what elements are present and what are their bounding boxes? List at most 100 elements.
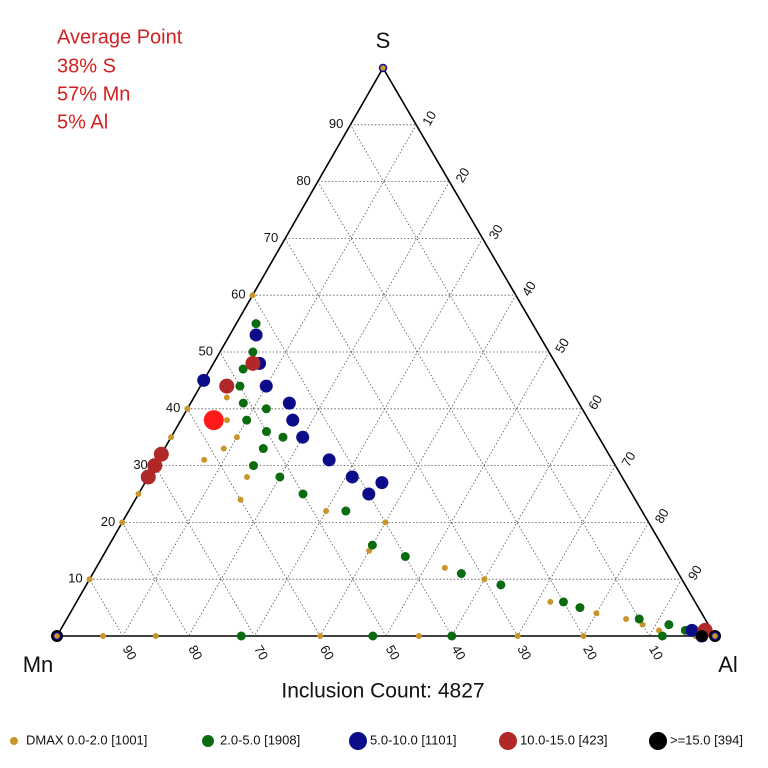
data-point (220, 445, 227, 452)
s-tick-label: 50 (199, 343, 213, 358)
data-point (223, 394, 230, 401)
data-point (593, 610, 600, 617)
legend-marker (649, 732, 667, 750)
legend-label: DMAX 0.0-2.0 [1001] (26, 732, 147, 747)
data-point (140, 469, 156, 485)
data-point (623, 615, 630, 622)
data-point (322, 453, 336, 467)
vertex-label: Al (718, 652, 738, 677)
data-point (201, 456, 208, 463)
s-tick-label: 90 (329, 116, 343, 131)
data-point (248, 347, 258, 357)
vertex-marker (378, 63, 388, 73)
data-point (368, 631, 378, 641)
al-tick-label: 40 (519, 279, 539, 299)
data-point (249, 292, 256, 299)
data-point (100, 633, 107, 639)
grid-line (583, 522, 649, 637)
al-tick-label: 50 (552, 335, 572, 355)
data-point (547, 598, 554, 605)
data-point (685, 623, 699, 637)
grid-line (89, 578, 124, 637)
mn-tick-label: 60 (317, 642, 337, 662)
grid-line (319, 295, 517, 637)
data-point (323, 508, 330, 515)
data-point (695, 630, 708, 642)
legend-label: 10.0-15.0 [423] (520, 732, 607, 747)
data-point (375, 476, 389, 490)
data-point (249, 328, 263, 342)
average-label: 5% Al (57, 111, 108, 133)
data-point (634, 614, 644, 624)
al-tick-label: 70 (618, 449, 638, 469)
mn-tick-label: 90 (120, 642, 140, 662)
data-point (282, 396, 296, 410)
grid-line (350, 124, 650, 637)
al-tick-label: 10 (419, 108, 439, 128)
data-point (317, 633, 324, 639)
data-point (558, 597, 568, 607)
grid-line (154, 465, 255, 637)
data-point (86, 576, 93, 583)
al-tick-label: 30 (486, 222, 506, 242)
legend-label: >=15.0 [394] (670, 732, 743, 747)
data-point (236, 631, 246, 641)
data-point (243, 473, 250, 480)
data-point (580, 633, 587, 639)
mn-tick-label: 80 (185, 642, 205, 662)
data-point (237, 496, 244, 503)
data-point (447, 631, 457, 641)
data-point (147, 458, 163, 474)
data-point (367, 540, 377, 550)
data-point (456, 569, 466, 579)
data-point (664, 620, 674, 630)
data-point (656, 627, 663, 634)
s-tick-label: 80 (296, 173, 310, 188)
legend-label: 5.0-10.0 [1101] (370, 732, 457, 747)
data-point (119, 519, 126, 526)
grid-line (517, 465, 616, 637)
average-title: Average Point (57, 26, 183, 48)
grid-line (122, 124, 417, 637)
s-tick-label: 10 (68, 571, 82, 586)
data-point (575, 603, 585, 613)
legend-label: 2.0-5.0 [1908] (220, 732, 300, 747)
data-point (382, 519, 389, 526)
grid-line (284, 238, 518, 637)
data-point (296, 430, 310, 444)
mn-tick-label: 20 (580, 642, 600, 662)
grid-line (385, 351, 550, 637)
data-point (261, 404, 271, 414)
vertex-marker (710, 631, 720, 641)
s-tick-label: 60 (231, 287, 245, 302)
data-point (514, 633, 521, 639)
data-point (238, 398, 248, 408)
data-point (259, 379, 273, 393)
data-point (481, 576, 488, 583)
al-tick-label: 80 (652, 506, 672, 526)
vertex-marker (52, 631, 62, 641)
legend-marker (10, 737, 18, 745)
data-point (219, 378, 235, 394)
data-point (657, 631, 667, 641)
mn-tick-label: 50 (383, 642, 403, 662)
grid-line (648, 579, 683, 637)
data-point (152, 633, 159, 639)
data-point (275, 472, 285, 482)
data-point (298, 489, 308, 499)
grid-line (451, 408, 583, 637)
data-point (233, 434, 240, 441)
data-point (415, 633, 422, 639)
data-point (197, 373, 211, 387)
average-label: 38% S (57, 55, 116, 77)
grid-line (219, 351, 387, 637)
data-point (135, 491, 142, 497)
footer: Inclusion Count: 4827 (281, 680, 484, 703)
grid-line (252, 294, 453, 637)
s-tick-label: 30 (133, 457, 147, 472)
data-point (251, 319, 261, 329)
s-tick-label: 20 (101, 514, 115, 529)
average-point (203, 410, 224, 431)
al-tick-label: 90 (685, 563, 705, 583)
